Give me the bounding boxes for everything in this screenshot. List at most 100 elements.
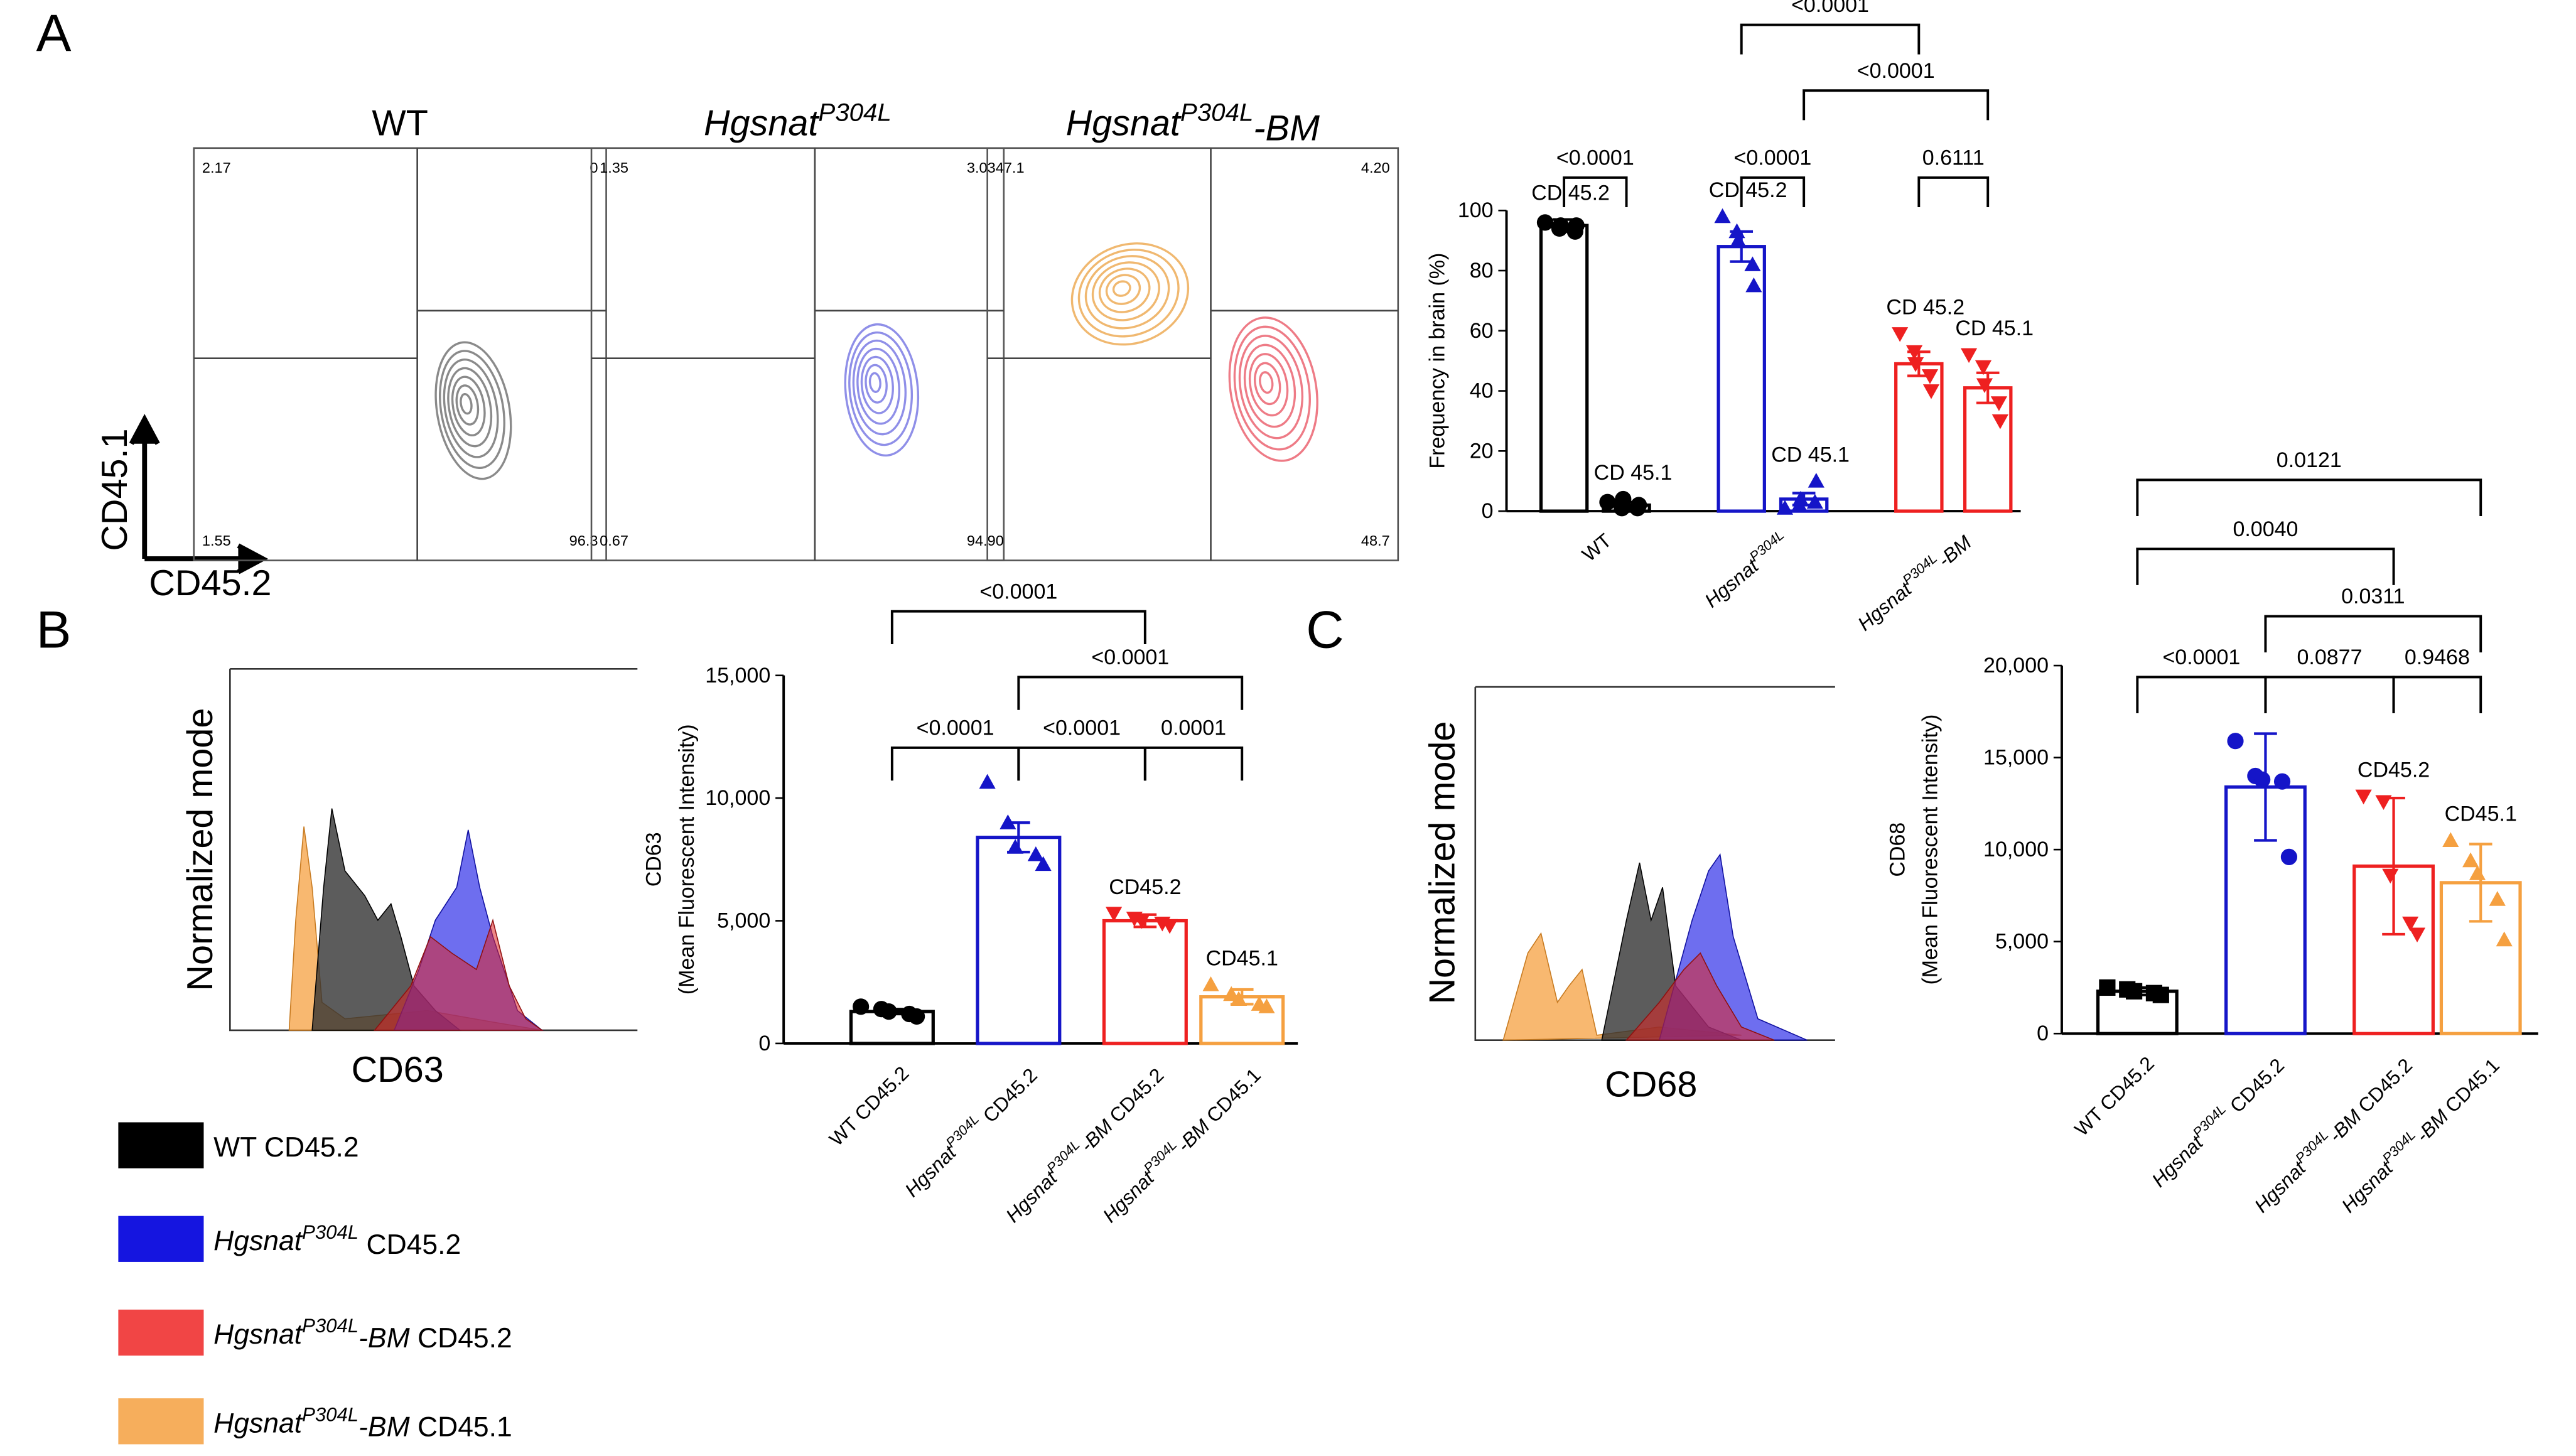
bar-annotation: CD 45.1 — [1955, 316, 2034, 340]
contour — [443, 358, 499, 458]
legend-label: HgsnatP304L-BM CD45.2 — [213, 1315, 512, 1354]
bar-annotation: CD 45.2 — [1531, 181, 1610, 205]
legend-swatch — [118, 1309, 204, 1356]
data-point — [1975, 360, 1992, 375]
p-value: <0.0001 — [1791, 0, 1869, 17]
text-part: Hgsnat — [900, 1141, 961, 1201]
significance-bracket — [890, 610, 1146, 645]
data-point — [1000, 814, 1016, 829]
text-part: P304L — [2189, 1101, 2229, 1141]
x-tick-label: WT CD45.2 — [2070, 1052, 2158, 1140]
contour — [1254, 362, 1281, 406]
significance-bracket — [1803, 89, 1990, 121]
y-axis-label: (Mean Fluorescent Intensity) — [675, 724, 699, 995]
text-part: Hgsnat — [1853, 578, 1916, 635]
data-point — [1714, 208, 1731, 224]
data-point — [1630, 497, 1647, 514]
contour — [852, 339, 907, 436]
legend-label: WT CD45.2 — [213, 1131, 358, 1162]
data-point — [1615, 490, 1632, 508]
significance-bracket — [2136, 676, 2267, 713]
p-value: <0.0001 — [917, 716, 994, 740]
data-point — [880, 1003, 897, 1020]
contour — [1098, 267, 1151, 313]
p-value: 0.0311 — [2341, 585, 2405, 608]
data-point — [1806, 493, 1823, 509]
data-point — [2402, 916, 2419, 932]
text-part: CD45.2 — [974, 1064, 1041, 1130]
text-part: Hgsnat — [213, 1319, 303, 1350]
text-part: CD45.2 — [2222, 1054, 2288, 1121]
text-part: P304L — [302, 1315, 358, 1337]
text-part: Hgsnat — [2337, 1157, 2397, 1217]
y-tick-label: 10,000 — [705, 786, 770, 810]
error-bar — [2469, 843, 2492, 923]
contour — [1248, 353, 1289, 417]
significance-bracket — [2136, 547, 2395, 585]
quadrant-value: 47.1 — [996, 159, 1025, 176]
p-value: <0.0001 — [1091, 645, 1169, 669]
text-part: -BM — [358, 1411, 410, 1442]
data-point — [1133, 914, 1150, 929]
data-point — [1745, 277, 1762, 293]
data-point — [2382, 868, 2399, 884]
y-tick-label: 10,000 — [1983, 838, 2049, 861]
x-tick-label: HgsnatP304L-BM CD45.1 — [1096, 1060, 1265, 1229]
bar-annotation: CD45.1 — [1206, 946, 1278, 970]
bar-annotation: CD 45.2 — [1886, 296, 1964, 320]
data-point — [1991, 414, 2008, 429]
significance-bracket — [1017, 746, 1146, 781]
data-point — [2355, 789, 2372, 805]
data-point — [2152, 986, 2169, 1003]
data-point — [2273, 773, 2291, 790]
contour — [1070, 242, 1190, 346]
x-tick-label: HgsnatP304L CD45.2 — [2145, 1050, 2288, 1193]
data-point — [1536, 214, 1554, 231]
data-point — [2408, 927, 2426, 943]
flow-plot-title: HgsnatP304L-BM — [1066, 98, 1320, 148]
text-part: P304L — [1746, 527, 1787, 564]
x-tick-label: HgsnatP304L-BM — [1851, 526, 1976, 637]
contour — [447, 367, 493, 448]
contour — [856, 347, 900, 425]
significance-bracket — [1917, 176, 1990, 208]
flow-plot-frame — [986, 147, 1399, 561]
y-tick-label: 0 — [1482, 499, 1494, 523]
contour — [844, 323, 920, 457]
data-point — [1990, 396, 2007, 411]
bar-annotation: CD45.2 — [2358, 758, 2430, 782]
flow-plot-title: WT — [372, 104, 428, 144]
p-value: 0.0001 — [1161, 716, 1226, 740]
data-point — [1568, 217, 1585, 234]
significance-bracket — [1740, 23, 1921, 55]
p-value: 0.0877 — [2297, 645, 2362, 669]
significance-bracket — [1740, 176, 1806, 208]
data-point — [1728, 223, 1745, 239]
y-axis-label: CD68 — [1885, 822, 1909, 877]
panel-label: A — [36, 4, 72, 63]
bar-annotation: CD45.1 — [2445, 802, 2517, 826]
contour — [460, 392, 473, 415]
y-tick-label: 60 — [1470, 319, 1494, 343]
legend-swatch — [118, 1398, 204, 1445]
data-point — [1007, 839, 1024, 854]
p-value: <0.0001 — [979, 580, 1057, 603]
data-point — [2442, 832, 2459, 847]
bar — [1963, 386, 2013, 513]
data-point — [1202, 976, 1219, 991]
quadrant-value: 96.3 — [569, 532, 598, 549]
text-part: WT — [1578, 529, 1615, 566]
flow-plot-frame — [590, 147, 1005, 561]
bar — [1102, 919, 1188, 1045]
data-point — [1230, 991, 1248, 1006]
bar-annotation: CD 45.1 — [1771, 443, 1850, 466]
data-point — [2126, 983, 2143, 1000]
histogram-y-label: Normalized mode — [1422, 721, 1462, 1005]
quadrant-value: 1.55 — [202, 532, 231, 549]
significance-bracket — [2392, 676, 2482, 713]
y-tick-label: 5,000 — [1995, 930, 2049, 954]
y-tick-label: 15,000 — [705, 664, 770, 688]
significance-bracket — [2264, 676, 2395, 713]
text-part: WT CD45.2 — [825, 1062, 913, 1150]
